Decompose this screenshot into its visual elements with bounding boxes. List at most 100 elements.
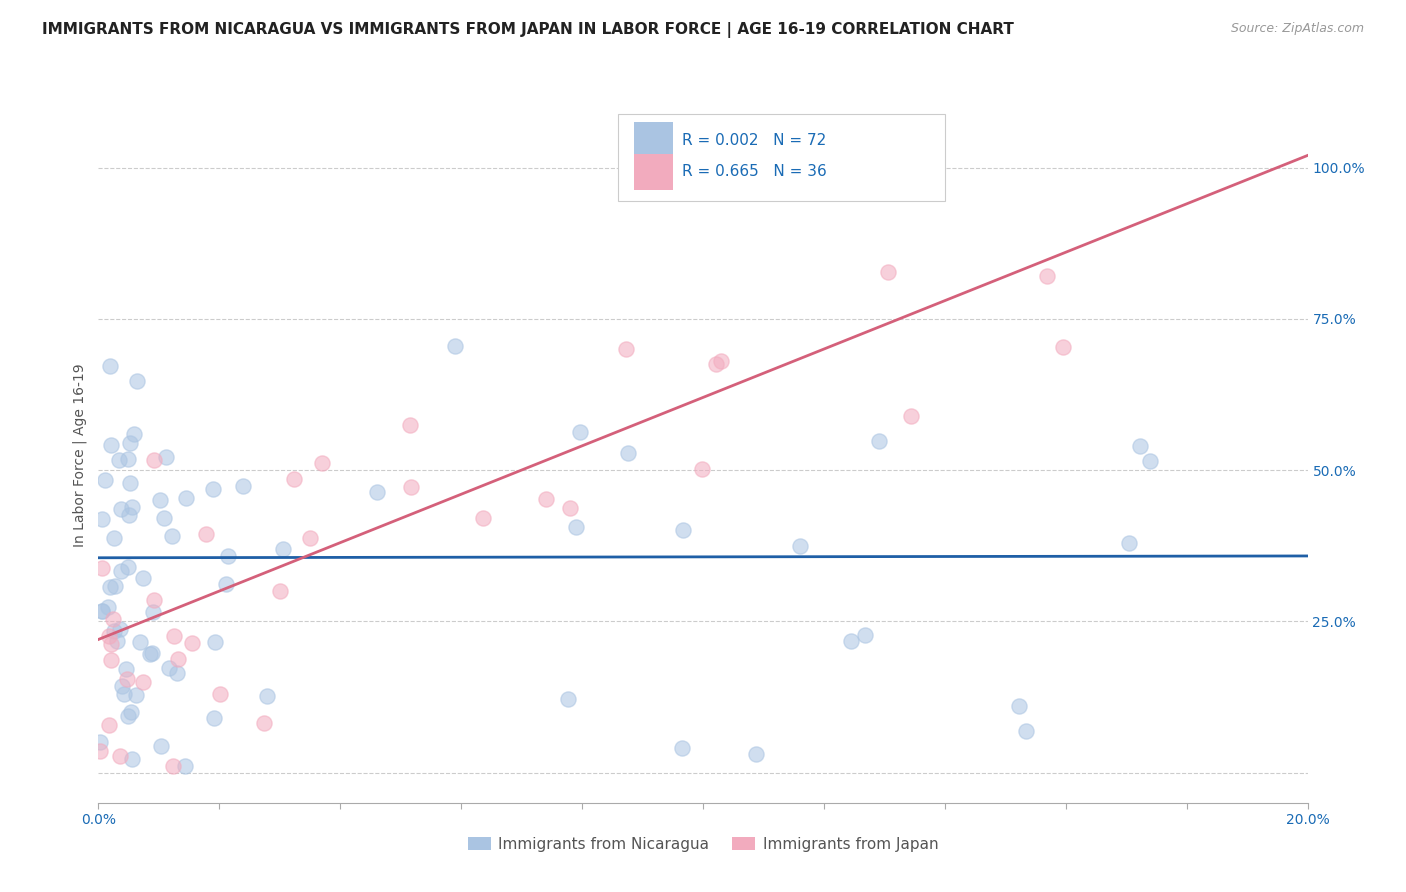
FancyBboxPatch shape bbox=[619, 114, 945, 201]
Point bbox=[900, 409, 922, 423]
Point bbox=[98, 359, 121, 374]
Point bbox=[1118, 535, 1140, 549]
Point bbox=[110, 748, 132, 763]
Point bbox=[162, 629, 184, 643]
Point bbox=[399, 480, 422, 494]
Point bbox=[97, 599, 120, 614]
Point bbox=[269, 584, 291, 599]
Point bbox=[100, 637, 122, 651]
Point bbox=[1139, 454, 1161, 468]
Point bbox=[299, 531, 322, 545]
Point bbox=[157, 661, 180, 675]
Text: R = 0.002   N = 72: R = 0.002 N = 72 bbox=[682, 133, 827, 148]
Point bbox=[103, 624, 125, 638]
Point bbox=[271, 541, 294, 556]
Point bbox=[877, 264, 900, 278]
Point bbox=[125, 375, 148, 389]
Point bbox=[149, 493, 172, 508]
Point bbox=[195, 526, 218, 541]
Point bbox=[117, 560, 139, 574]
Point bbox=[472, 511, 495, 525]
Point bbox=[100, 653, 122, 667]
Point bbox=[204, 711, 226, 725]
Point bbox=[789, 539, 811, 553]
Point bbox=[117, 451, 139, 466]
Point bbox=[215, 577, 238, 591]
Point bbox=[366, 485, 388, 500]
Point bbox=[204, 635, 226, 649]
Point bbox=[142, 453, 165, 467]
Point bbox=[118, 508, 141, 523]
Point bbox=[839, 633, 862, 648]
Point bbox=[98, 580, 121, 594]
Point bbox=[166, 666, 188, 681]
Point bbox=[141, 646, 163, 660]
Point bbox=[709, 354, 731, 368]
Point bbox=[1128, 439, 1150, 453]
Point bbox=[208, 687, 231, 701]
Text: R = 0.665   N = 36: R = 0.665 N = 36 bbox=[682, 164, 827, 179]
Point bbox=[283, 472, 305, 486]
Point bbox=[110, 501, 132, 516]
Point bbox=[311, 456, 333, 470]
Point bbox=[105, 634, 128, 648]
Point bbox=[155, 450, 177, 464]
Text: Source: ZipAtlas.com: Source: ZipAtlas.com bbox=[1230, 22, 1364, 36]
Point bbox=[557, 691, 579, 706]
Point bbox=[120, 475, 142, 490]
Point bbox=[217, 549, 239, 564]
Point bbox=[117, 708, 139, 723]
Point bbox=[1008, 699, 1031, 714]
Legend: Immigrants from Nicaragua, Immigrants from Japan: Immigrants from Nicaragua, Immigrants fr… bbox=[461, 830, 945, 858]
Point bbox=[690, 462, 713, 476]
Point bbox=[152, 511, 174, 525]
Point bbox=[110, 679, 132, 693]
Point bbox=[1035, 268, 1057, 283]
Point bbox=[671, 741, 693, 756]
Y-axis label: In Labor Force | Age 16-19: In Labor Force | Age 16-19 bbox=[73, 363, 87, 547]
Point bbox=[128, 635, 150, 649]
Point bbox=[1052, 340, 1074, 354]
Point bbox=[112, 687, 135, 701]
Point bbox=[536, 492, 558, 507]
Point bbox=[853, 628, 876, 642]
Point bbox=[121, 500, 143, 514]
Point bbox=[100, 438, 122, 452]
Point bbox=[110, 623, 132, 637]
Point bbox=[252, 715, 274, 730]
Point bbox=[568, 425, 591, 440]
Point bbox=[160, 529, 183, 543]
Point bbox=[110, 564, 132, 578]
Point bbox=[97, 630, 120, 644]
Point bbox=[173, 759, 195, 773]
Point bbox=[91, 512, 114, 526]
FancyBboxPatch shape bbox=[634, 122, 672, 159]
Point bbox=[94, 473, 117, 487]
Point bbox=[89, 744, 111, 758]
Point bbox=[115, 672, 138, 686]
Point bbox=[180, 636, 202, 650]
Point bbox=[104, 579, 127, 593]
Point bbox=[142, 606, 165, 620]
Point bbox=[704, 357, 727, 371]
Point bbox=[149, 739, 172, 754]
Point bbox=[868, 434, 890, 448]
FancyBboxPatch shape bbox=[634, 153, 672, 190]
Point bbox=[101, 612, 124, 626]
Point bbox=[444, 338, 467, 352]
Point bbox=[558, 501, 581, 516]
Text: IMMIGRANTS FROM NICARAGUA VS IMMIGRANTS FROM JAPAN IN LABOR FORCE | AGE 16-19 CO: IMMIGRANTS FROM NICARAGUA VS IMMIGRANTS … bbox=[42, 22, 1014, 38]
Point bbox=[91, 604, 114, 618]
Point bbox=[103, 531, 125, 545]
Point bbox=[564, 520, 586, 534]
Point bbox=[90, 604, 112, 618]
Point bbox=[232, 479, 254, 493]
Point bbox=[399, 418, 422, 433]
Point bbox=[121, 751, 143, 765]
Point bbox=[118, 436, 141, 450]
Point bbox=[139, 648, 162, 662]
Point bbox=[744, 747, 766, 762]
Point bbox=[201, 483, 224, 497]
Point bbox=[617, 446, 640, 460]
Point bbox=[122, 426, 145, 441]
